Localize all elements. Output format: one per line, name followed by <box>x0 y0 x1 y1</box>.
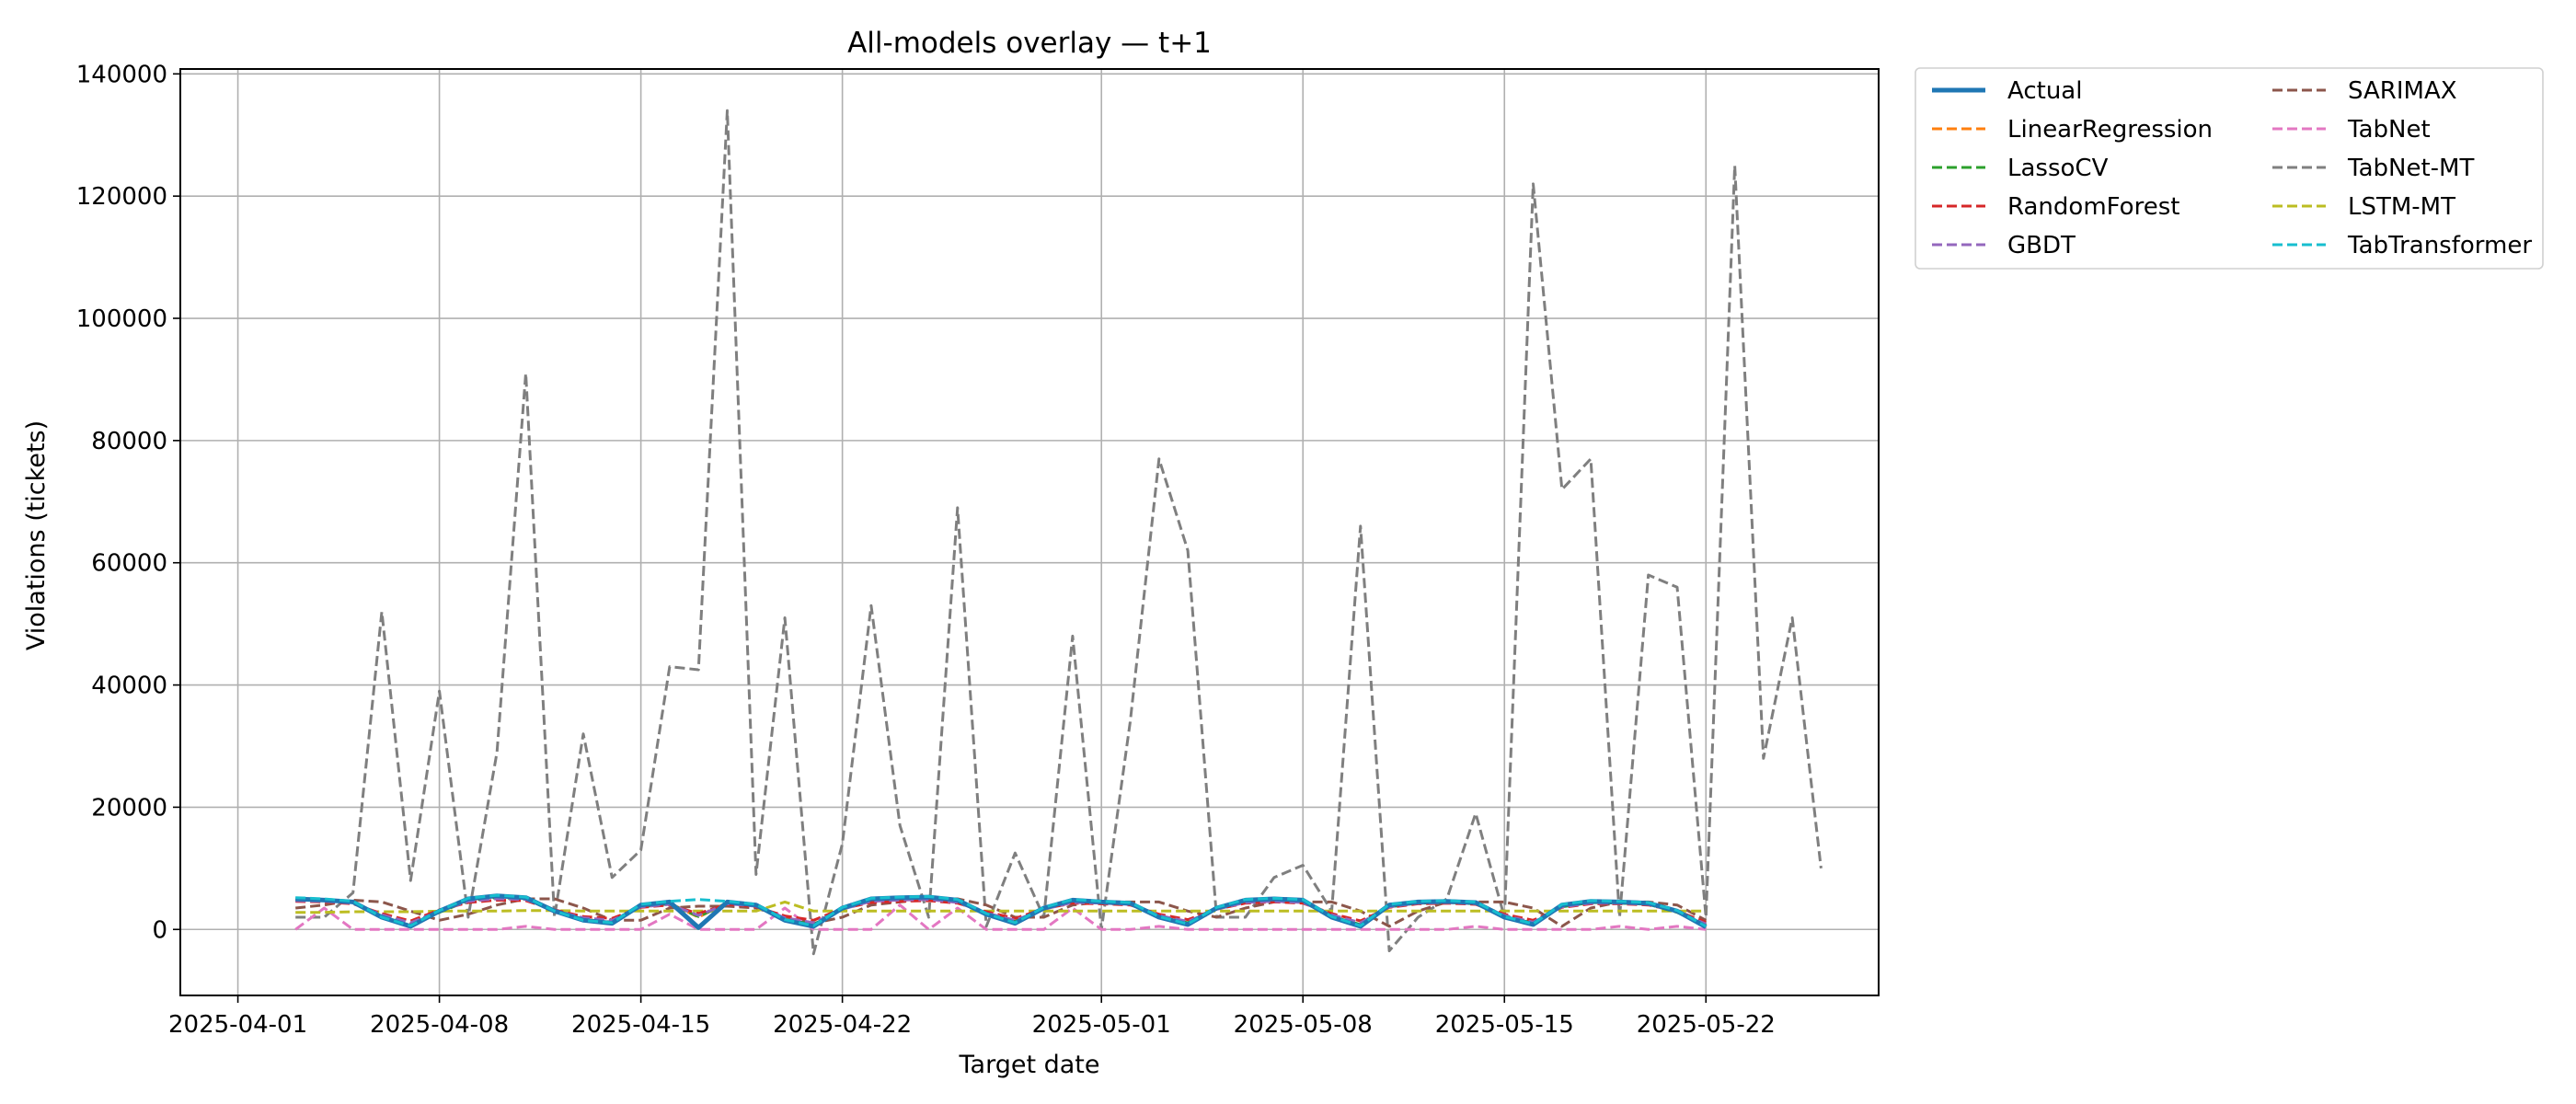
x-tick-label: 2025-04-15 <box>571 1011 710 1039</box>
legend-label: GBDT <box>2007 232 2076 259</box>
y-tick-label: 100000 <box>76 305 167 333</box>
legend-label: LSTM-MT <box>2348 193 2455 221</box>
legend-label: TabTransformer <box>2347 232 2532 259</box>
x-axis-label: Target date <box>959 1051 1100 1079</box>
y-tick-label: 140000 <box>76 61 167 88</box>
x-axis-ticks: 2025-04-01 2025-04-08 2025-04-15 2025-04-22… <box>168 995 1776 1039</box>
legend-label: LinearRegression <box>2007 116 2213 144</box>
y-tick-label: 40000 <box>91 673 167 700</box>
x-tick-label: 2025-05-01 <box>1032 1011 1171 1039</box>
legend-label: TabNet-MT <box>2347 155 2474 182</box>
series-lines <box>294 109 1823 956</box>
legend-label: Actual <box>2007 77 2082 105</box>
series-line-tabnet-mt <box>295 109 1823 956</box>
legend-label: RandomForest <box>2007 193 2179 221</box>
series-line-tabtransformer <box>295 893 1708 928</box>
series-line-tabnet <box>294 903 1707 931</box>
x-tick-label: 2025-04-01 <box>168 1011 307 1039</box>
y-axis-label: Violations (tickets) <box>22 420 51 650</box>
y-axis-ticks: 0 20000 40000 60000 80000 100000 120000 140000 <box>76 61 180 944</box>
x-tick-label: 2025-05-08 <box>1234 1011 1373 1039</box>
x-tick-label: 2025-05-15 <box>1435 1011 1574 1039</box>
legend-label: TabNet <box>2347 116 2431 144</box>
y-tick-label: 60000 <box>91 550 167 578</box>
chart-title: All-models overlay — t+1 <box>847 27 1212 60</box>
y-tick-label: 80000 <box>91 428 167 455</box>
y-tick-label: 120000 <box>76 183 167 211</box>
plot-frame <box>179 68 1880 996</box>
x-tick-label: 2025-04-22 <box>773 1011 912 1039</box>
y-tick-label: 0 <box>152 916 167 944</box>
plot-area: 2025-04-01 2025-04-08 2025-04-15 2025-04-22… <box>76 61 1880 1039</box>
legend: Actual LinearRegression LassoCV RandomFores… <box>1915 67 2544 270</box>
x-tick-label: 2025-04-08 <box>370 1011 509 1039</box>
grid-lines <box>180 69 1879 995</box>
legend-label: LassoCV <box>2007 155 2109 182</box>
legend-label: SARIMAX <box>2348 77 2457 105</box>
legend-frame <box>1915 67 2544 270</box>
x-tick-label: 2025-05-22 <box>1637 1011 1776 1039</box>
series-line-lstm-mt <box>295 900 1707 914</box>
y-tick-label: 20000 <box>91 794 167 822</box>
